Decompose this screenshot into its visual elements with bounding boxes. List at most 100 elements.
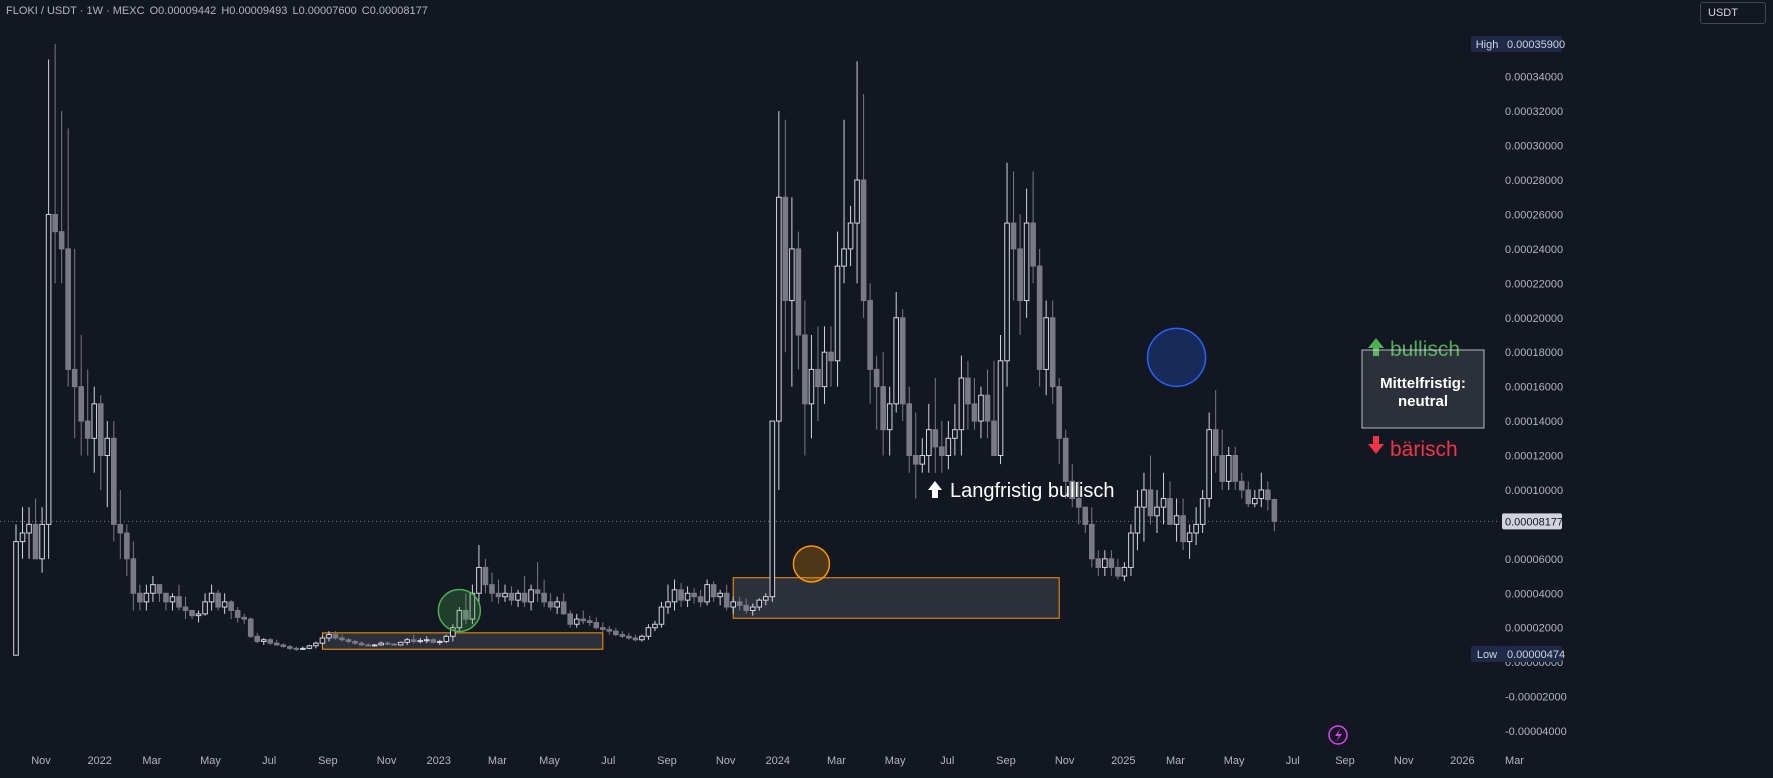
currency-button[interactable]: USDT: [1700, 2, 1766, 24]
candle-body: [730, 601, 737, 608]
label-baerisch: bärisch: [1390, 438, 1458, 461]
time-tick-label: Mar: [488, 755, 507, 767]
candle-body: [71, 368, 78, 388]
candle-body: [847, 222, 854, 250]
candle-body: [1180, 515, 1186, 543]
time-tick-label: Jul: [940, 755, 954, 767]
candle-body: [417, 640, 424, 643]
candle-body: [247, 618, 254, 637]
candle-body: [319, 637, 326, 644]
candle-body: [919, 455, 926, 465]
candle-body: [397, 641, 404, 646]
candle-body: [632, 637, 639, 641]
candle-body: [1102, 558, 1108, 568]
candle-body: [1258, 489, 1265, 500]
price-tick-label: 0.00010000: [1505, 485, 1563, 497]
arrow-up-green-icon: [1368, 338, 1384, 356]
orange-circle: [792, 545, 831, 583]
candle-body: [221, 601, 228, 608]
label-midterm-line1: Mittelfristig:: [1380, 375, 1466, 392]
time-tick-label: Mar: [1505, 755, 1524, 767]
candle-body: [678, 589, 684, 601]
candle-body: [32, 523, 39, 560]
candle-body: [1212, 429, 1219, 457]
time-tick-label: Nov: [1055, 755, 1075, 767]
candle-body: [991, 420, 997, 457]
price-tick-label: 0.00030000: [1505, 141, 1563, 153]
candle-body: [1062, 437, 1069, 482]
candle-body: [476, 566, 482, 594]
candles: [13, 44, 1278, 656]
candle-body: [600, 627, 606, 630]
arrow-down-red-icon: [1368, 436, 1384, 454]
high-tag: High 0.00035900: [1471, 36, 1565, 52]
price-tick-label: 0.00016000: [1505, 382, 1563, 394]
candle-body: [1199, 498, 1206, 525]
candle-body: [280, 644, 287, 648]
candle-body: [182, 606, 189, 611]
price-tick-label: 0.00002000: [1505, 623, 1563, 635]
candle-body: [430, 639, 437, 643]
candle-body: [508, 592, 515, 601]
candle-body: [593, 622, 600, 629]
candle-body: [306, 645, 313, 649]
price-axis: 0.00034000 0.00032000 0.00030000 0.00028000…: [1505, 72, 1567, 738]
candle-body: [169, 596, 176, 603]
candle-body: [743, 604, 750, 611]
time-tick-label: 2024: [766, 755, 790, 767]
candle-body: [1238, 480, 1245, 491]
high-value: H0.00009493: [221, 5, 288, 17]
candle-body: [1115, 566, 1121, 577]
candle-body: [723, 592, 730, 608]
candle-body: [45, 213, 52, 525]
zone-bottom-2022: [321, 632, 604, 650]
candle-body: [482, 566, 489, 586]
candle-body: [267, 639, 274, 644]
candle-body: [573, 618, 580, 625]
candle-body: [867, 300, 873, 370]
candle-body: [528, 589, 534, 603]
candle-body: [606, 628, 613, 632]
high-tag-name: High: [1476, 39, 1499, 51]
time-tick-label: Sep: [318, 755, 338, 767]
time-tick-label: Jul: [1286, 755, 1300, 767]
candle-body: [652, 623, 658, 629]
candle-body: [274, 642, 280, 646]
candle-body: [378, 642, 384, 646]
candle-body: [1121, 566, 1128, 577]
candle-body: [554, 601, 560, 608]
candle-body: [1206, 429, 1212, 500]
price-tick-label: 0.00034000: [1505, 72, 1563, 84]
time-tick-label: Sep: [657, 755, 677, 767]
candle-body: [111, 437, 117, 525]
candle-body: [19, 532, 26, 543]
candle-body: [1056, 386, 1063, 439]
candle-body: [749, 606, 756, 611]
low-tag-name-bg: [1471, 645, 1504, 662]
candle-body: [763, 596, 769, 601]
candle-body: [567, 613, 574, 625]
candle-body: [717, 592, 723, 598]
candle-body: [410, 639, 417, 642]
candle-body: [1252, 498, 1258, 505]
high-tag-name-bg: [1471, 36, 1504, 52]
close-value: C0.00008177: [361, 5, 428, 17]
low-tag-value-bg: [1504, 645, 1562, 662]
candle-body: [450, 627, 456, 637]
candle-body: [176, 596, 182, 608]
time-tick-label: Sep: [996, 755, 1016, 767]
candle-body: [971, 403, 978, 422]
candle-body: [613, 630, 619, 636]
symbol-label[interactable]: FLOKI / USDT · 1W · MEXC: [6, 5, 145, 17]
candle-body: [997, 360, 1004, 457]
price-tick-label: -0.00004000: [1505, 726, 1567, 738]
label-midterm-line2: neutral: [1398, 393, 1448, 410]
candle-body: [534, 589, 541, 594]
price-tick-label: 0.00026000: [1505, 209, 1563, 221]
label-langfristig: Langfristig bullisch: [950, 480, 1115, 502]
low-tag-value: 0.00000474: [1507, 649, 1565, 661]
high-tag-value: 0.00035900: [1507, 39, 1565, 51]
candle-body: [619, 634, 626, 637]
time-tick-label: May: [885, 755, 906, 767]
